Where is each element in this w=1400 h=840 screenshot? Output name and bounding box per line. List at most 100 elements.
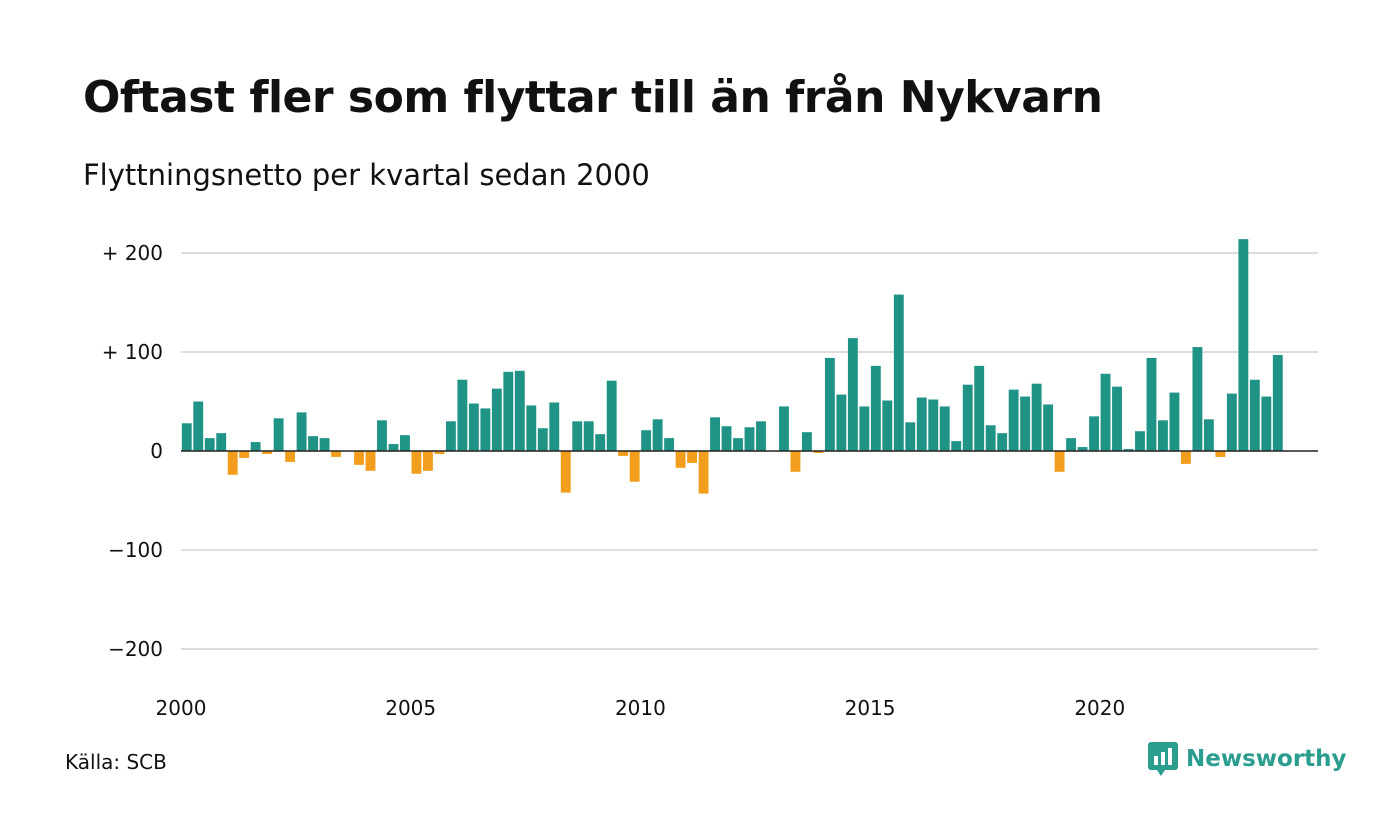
bar xyxy=(985,425,996,451)
bar xyxy=(675,451,686,468)
bar xyxy=(319,438,330,451)
bar xyxy=(847,338,858,451)
bar xyxy=(905,422,916,451)
brand-name: Newsworthy xyxy=(1186,746,1347,772)
bar xyxy=(1123,449,1134,451)
bar xyxy=(974,365,985,451)
bar xyxy=(457,379,468,451)
bar xyxy=(354,451,364,465)
bar xyxy=(939,406,950,451)
bar xyxy=(629,451,640,482)
bar xyxy=(434,451,445,454)
bar xyxy=(916,397,927,451)
bar xyxy=(250,442,261,451)
bar xyxy=(1180,451,1191,464)
bar xyxy=(721,426,732,451)
bar xyxy=(1238,239,1249,451)
bar xyxy=(710,417,720,451)
bar xyxy=(331,451,341,457)
bar xyxy=(1203,419,1214,451)
bar xyxy=(1226,393,1237,451)
bar xyxy=(296,412,307,451)
bar xyxy=(606,380,617,451)
bar xyxy=(1008,389,1019,451)
bar xyxy=(400,435,410,451)
bar xyxy=(388,444,399,451)
bar xyxy=(1261,396,1272,451)
bar xyxy=(204,438,215,451)
bar xyxy=(1020,396,1031,451)
bar xyxy=(491,388,502,451)
bar xyxy=(560,451,571,493)
bar xyxy=(308,436,319,451)
x-tick-label: 2020 xyxy=(1074,696,1125,720)
brand-logo: Newsworthy xyxy=(1148,742,1347,776)
bar xyxy=(997,433,1008,451)
bar xyxy=(1158,420,1168,451)
bar xyxy=(526,405,537,451)
bar xyxy=(1066,438,1077,451)
bar xyxy=(239,451,250,458)
bar xyxy=(813,451,824,453)
bar xyxy=(365,451,376,471)
bar xyxy=(1249,379,1260,451)
bar xyxy=(1100,373,1111,451)
bar xyxy=(411,451,422,474)
bar xyxy=(1112,386,1122,451)
bar xyxy=(480,408,491,451)
bar xyxy=(273,418,284,451)
bar xyxy=(227,451,238,475)
bar xyxy=(698,451,709,494)
bar xyxy=(1169,392,1180,451)
bar xyxy=(181,423,192,451)
bar xyxy=(951,441,962,451)
bar xyxy=(1146,357,1157,451)
y-tick-label: 0 xyxy=(150,439,163,463)
bar xyxy=(377,420,387,451)
bar xyxy=(537,428,548,451)
bar xyxy=(583,421,594,451)
bar xyxy=(572,421,583,451)
bar xyxy=(664,438,675,451)
bar xyxy=(216,433,227,451)
bar xyxy=(1089,416,1099,451)
bar xyxy=(193,401,204,451)
bar xyxy=(1135,431,1145,451)
bar xyxy=(962,384,973,451)
bar xyxy=(618,451,629,456)
source-label: Källa: SCB xyxy=(65,750,167,774)
bar xyxy=(1043,404,1054,451)
y-tick-label: + 100 xyxy=(102,340,163,364)
bar xyxy=(801,432,812,451)
bar xyxy=(687,451,698,463)
bar xyxy=(652,419,663,451)
bar xyxy=(882,400,893,451)
bar xyxy=(1272,354,1283,451)
bar xyxy=(422,451,433,471)
y-tick-label: −200 xyxy=(108,637,163,661)
chart-subtitle: Flyttningsnetto per kvartal sedan 2000 xyxy=(83,158,650,192)
bar xyxy=(445,421,456,451)
bar xyxy=(824,357,835,451)
bar xyxy=(836,394,847,451)
bar xyxy=(468,403,479,451)
bar xyxy=(1031,383,1042,451)
bar xyxy=(756,421,766,451)
bar xyxy=(1215,451,1226,457)
bar xyxy=(733,438,743,451)
bar xyxy=(595,434,606,451)
bar xyxy=(641,430,652,451)
bar xyxy=(1077,447,1088,451)
x-tick-label: 2000 xyxy=(156,696,207,720)
bar xyxy=(779,406,789,451)
bar xyxy=(1192,347,1203,451)
bar xyxy=(285,451,296,462)
bar xyxy=(790,451,801,472)
bar xyxy=(514,370,525,451)
bar xyxy=(1054,451,1065,472)
bar xyxy=(549,402,560,451)
chart-title: Oftast fler som flyttar till än från Nyk… xyxy=(83,72,1103,123)
x-tick-label: 2015 xyxy=(845,696,896,720)
y-tick-label: + 200 xyxy=(102,241,163,265)
newsworthy-logo-icon xyxy=(1148,742,1178,776)
